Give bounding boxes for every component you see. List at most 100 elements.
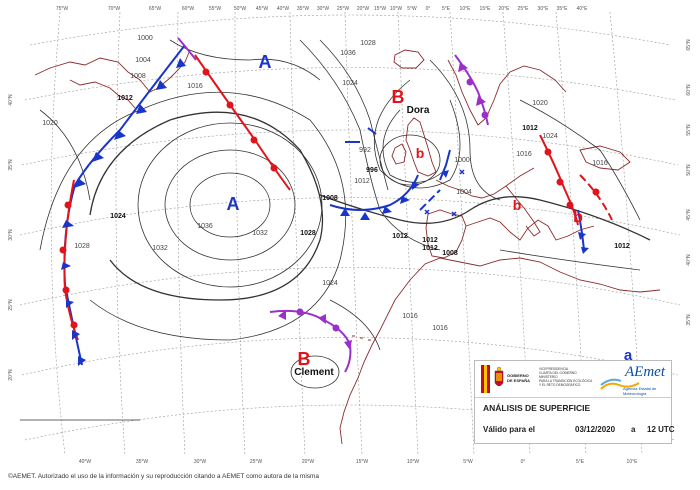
isobar-value-label: 1032 — [252, 230, 268, 237]
occlusion-north — [177, 37, 197, 61]
warm-front-far-east — [579, 174, 613, 221]
legend-box: GOBIERNO DE ESPAÑA VICEPRESIDENCIA CUART… — [474, 360, 675, 444]
isobar-value-label: 1012 — [392, 233, 408, 240]
gov-text-line: PARA LA TRANSICIÓN ECOLÓGICA — [539, 379, 593, 383]
isobar-value-label: 1012 — [422, 237, 438, 244]
longitude-label: 30°E — [538, 6, 550, 12]
valid-connector: a — [631, 425, 636, 434]
isobar-value-label: 1024 — [110, 213, 126, 220]
latitude-label: 65°N — [686, 39, 692, 51]
latitude-label: 50°N — [686, 164, 692, 176]
longitude-label: 10°E — [627, 459, 639, 465]
latitude-label: 45°N — [686, 209, 692, 221]
aemet-logo — [600, 378, 640, 390]
latitude-label: 35°N — [8, 159, 14, 171]
isobar-value-label: 1012 — [117, 95, 133, 102]
longitude-label: 35°W — [297, 6, 310, 12]
longitude-label: 55°W — [209, 6, 222, 12]
isobar-value-label: 1004 — [135, 57, 151, 64]
longitude-label: 60°W — [182, 6, 195, 12]
longitude-label: 30°W — [194, 459, 207, 465]
longitude-label: 15°W — [356, 459, 369, 465]
longitude-labels-top: 75°W 70°W 65°W 60°W 55°W 50°W 45°W 40°W 35°W 30°W… — [56, 6, 588, 12]
gov-text-line: Y EL RETO DEMOGRÁFICO — [539, 383, 581, 387]
longitude-label: 65°W — [149, 6, 162, 12]
aemet-subtitle: Agencia Estatal de Meteorología — [623, 386, 657, 396]
longitude-label: 0° — [521, 459, 526, 465]
latitude-label: 40°N — [8, 94, 14, 106]
longitude-label: 45°W — [256, 6, 269, 12]
cold-front-east — [439, 149, 451, 181]
pressure-center-high: a — [624, 347, 633, 364]
gov-label-2: DE ESPAÑA — [507, 378, 530, 383]
valid-date: 03/12/2020 — [575, 425, 616, 434]
gov-label-1: GOBIERNO — [507, 373, 529, 378]
longitude-label: 0° — [426, 6, 431, 12]
longitude-label: 5°W — [407, 6, 417, 12]
latitude-label: 55°N — [686, 124, 692, 136]
longitude-label: 5°E — [576, 459, 585, 465]
cold-front-west — [63, 44, 186, 366]
italy-coast — [505, 185, 541, 237]
chart-title: ANÁLISIS DE SUPERFICIE — [483, 403, 591, 413]
latitude-label: 35°N — [686, 314, 692, 326]
isobar-value-label: 1000 — [454, 157, 470, 164]
latitude-label: 40°N — [686, 254, 692, 266]
isobar-labels: 1000 1004 1008 1012 1016 1020 1024 1028 1032 1036… — [42, 35, 630, 332]
latitude-label: 20°N — [8, 369, 14, 381]
longitude-label: 10°W — [407, 459, 420, 465]
longitude-label: 10°W — [390, 6, 403, 12]
isobar-value-label: 1024 — [322, 280, 338, 287]
latitude-labels-left: 40°N 35°N 30°N 25°N 20°N — [8, 94, 14, 381]
longitude-label: 20°E — [499, 6, 511, 12]
storm-name-label: Clement — [294, 367, 334, 378]
isobar-value-label: 1016 — [402, 313, 418, 320]
isobar-value-label: 1016 — [592, 160, 608, 167]
canary-islands — [352, 335, 371, 341]
isobar-value-label: 1012 — [422, 245, 438, 252]
latitude-labels-right: 65°N 60°N 55°N 50°N 45°N 40°N 35°N — [686, 39, 692, 326]
longitude-label: 40°E — [577, 6, 589, 12]
storm-name-label: Dora — [407, 105, 430, 116]
government-ministry-text: VICEPRESIDENCIA CUARTA DEL GOBIERNO MINI… — [539, 367, 599, 387]
isobar-value-label: 1028 — [74, 243, 90, 250]
isobar-value-label: 1004 — [456, 189, 472, 196]
valid-label: Válido para el — [483, 425, 536, 434]
line-bay-2 — [367, 127, 377, 135]
gov-text-line: CUARTA DEL GOBIERNO — [539, 371, 577, 375]
longitude-label: 5°E — [442, 6, 451, 12]
isobar-value-label: 1008 — [130, 73, 146, 80]
iberia-coast — [425, 209, 467, 259]
isobar-value-label: 1036 — [340, 50, 356, 57]
isobar-value-label: 1012 — [522, 125, 538, 132]
west-africa-coast — [339, 329, 381, 445]
isobar-value-label: 1016 — [432, 325, 448, 332]
scandinavia-coast — [447, 59, 567, 126]
isobar-value-label: 996 — [366, 167, 378, 174]
longitude-label: 40°W — [277, 6, 290, 12]
valid-time: 12 UTC — [647, 425, 675, 434]
pressure-center-low: b — [513, 197, 522, 213]
longitude-label: 25°W — [250, 459, 263, 465]
isobar-value-label: 1008 — [442, 250, 458, 257]
cold-front-east-2 — [577, 209, 585, 251]
longitude-label: 5°W — [463, 459, 473, 465]
pressure-center-low: b — [573, 209, 583, 226]
longitude-label: 25°W — [337, 6, 350, 12]
isobar-value-label: 1016 — [516, 151, 532, 158]
latitude-label: 25°N — [8, 299, 14, 311]
africa-north-coast — [379, 257, 661, 331]
warm-front-central — [194, 54, 291, 191]
pressure-center-high: A — [227, 194, 240, 214]
spanish-government-logo: GOBIERNO DE ESPAÑA — [481, 365, 530, 393]
black-sea-coast — [579, 145, 631, 171]
isobar-value-label: 1036 — [197, 223, 213, 230]
longitude-label: 15°E — [480, 6, 492, 12]
longitude-label: 40°W — [79, 459, 92, 465]
aemet-wordmark: AEmet — [625, 364, 665, 380]
longitude-label: 10°E — [460, 6, 472, 12]
longitude-label: 35°W — [136, 459, 149, 465]
latitude-label: 60°N — [686, 84, 692, 96]
isobar-value-label: 1012 — [354, 178, 370, 185]
